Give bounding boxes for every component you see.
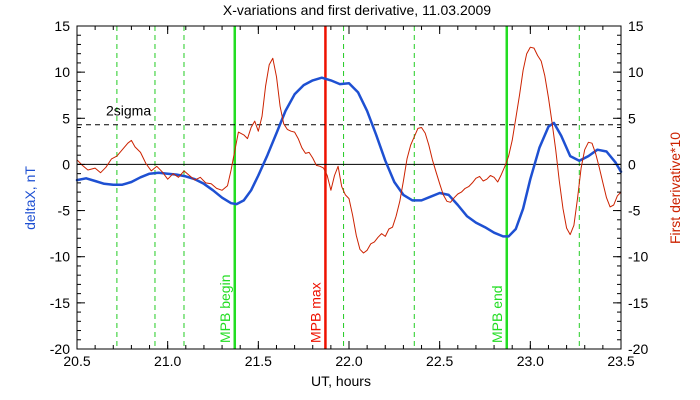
data-series xyxy=(75,46,623,254)
axes-ticks: 20.5 21.0 21.5 22.0 22.5 23.0 23.5 15 15 10 10 5 5 0 0… xyxy=(50,18,649,369)
y-tick-label-right: -5 xyxy=(628,203,641,219)
chart-title: X-variations and first derivative, 11.03… xyxy=(223,2,491,18)
x-tick-label: 21.5 xyxy=(245,353,272,369)
x-tick-label: 22.0 xyxy=(335,353,362,369)
marker-labels: MPB begin MPB max MPB end 2sigma xyxy=(106,103,505,343)
y-tick-label-left: -20 xyxy=(50,341,70,357)
y-tick-label-right: -15 xyxy=(628,295,648,311)
x-tick-label: 20.5 xyxy=(63,353,90,369)
plot-frame xyxy=(76,25,622,350)
x-tick-label: 23.0 xyxy=(517,353,544,369)
y-tick-label-left: 5 xyxy=(62,110,70,126)
y-tick-label-right: -20 xyxy=(628,341,648,357)
x-tick-label: 23.5 xyxy=(607,353,634,369)
x-tick-label: 21.0 xyxy=(154,353,181,369)
y-axis-label-right: First derivative*10 xyxy=(667,132,683,244)
y-tick-label-left: -15 xyxy=(50,295,70,311)
marker-label-mpb-end: MPB end xyxy=(489,285,505,343)
horizontal-reference-lines xyxy=(77,124,621,165)
y-axis-label-left: deltaX, nT xyxy=(22,166,38,230)
y-tick-label-right: 15 xyxy=(628,18,644,34)
y-tick-label-right: 10 xyxy=(628,64,644,80)
marker-label-mpb-begin: MPB begin xyxy=(217,275,233,343)
y-tick-label-right: -10 xyxy=(628,249,648,265)
y-tick-label-right: 0 xyxy=(628,156,636,172)
x-axis-label: UT, hours xyxy=(311,373,371,389)
y-tick-label-left: 0 xyxy=(62,156,70,172)
x-tick-label: 22.5 xyxy=(426,353,453,369)
marker-label-mpb-max: MPB max xyxy=(307,282,323,343)
y-tick-label-left: 10 xyxy=(54,64,70,80)
y-tick-label-left: -5 xyxy=(58,203,71,219)
hline-label-2sigma: 2sigma xyxy=(106,103,151,119)
series-line-derivative xyxy=(76,46,622,254)
y-tick-label-left: 15 xyxy=(54,18,70,34)
y-tick-label-right: 5 xyxy=(628,110,636,126)
y-tick-label-left: -10 xyxy=(50,249,70,265)
series-line-deltax xyxy=(75,76,623,238)
vertical-markers xyxy=(116,26,580,349)
